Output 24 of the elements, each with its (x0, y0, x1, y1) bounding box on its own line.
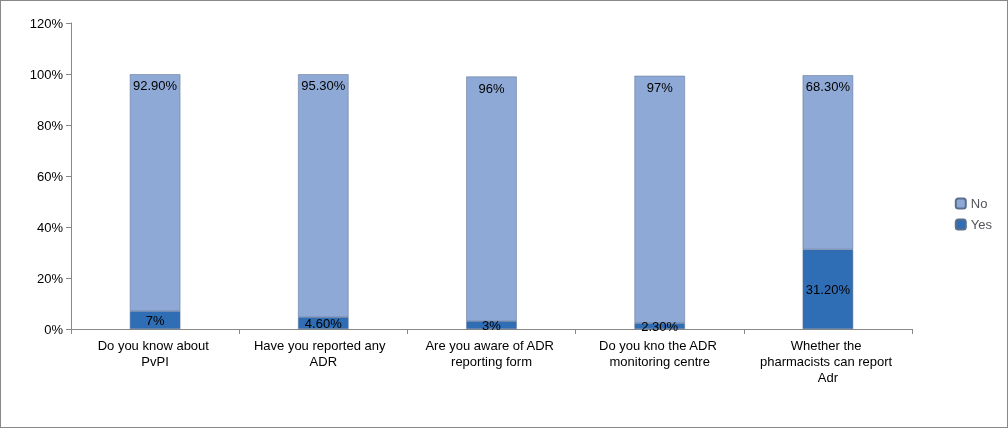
data-label: 31.20% (805, 281, 851, 297)
y-tick-label: 0% (44, 321, 64, 337)
data-label: 2.30% (641, 318, 679, 334)
x-tick-label: Do you kno the ADR monitoring centre (599, 337, 721, 369)
y-tick-label: 20% (36, 270, 64, 286)
data-label: 7% (145, 312, 165, 328)
y-tick-label: 100% (29, 66, 64, 82)
legend-label: No (970, 196, 988, 211)
x-tick-label: Have you reported any ADR (253, 337, 393, 369)
y-tick-label: 40% (36, 219, 64, 235)
data-label: 3% (482, 317, 502, 333)
legend-label: Yes (970, 217, 993, 232)
y-tick-label: 80% (36, 117, 64, 133)
x-tick-label: Do you know about PvPI (97, 337, 213, 369)
data-label: 96% (478, 80, 505, 96)
data-label: 95.30% (301, 78, 346, 94)
data-label: 4.60% (304, 315, 343, 331)
data-label: 68.30% (805, 79, 851, 95)
y-tick-label: 60% (36, 168, 64, 184)
x-tick-label: Are you aware of ADR reporting form (425, 337, 558, 369)
data-label: 92.90% (133, 78, 178, 94)
y-tick-label: 120% (29, 15, 64, 31)
x-tick-label: Whether the pharmacists can report Adr (759, 337, 896, 385)
data-label: 97% (646, 79, 674, 95)
